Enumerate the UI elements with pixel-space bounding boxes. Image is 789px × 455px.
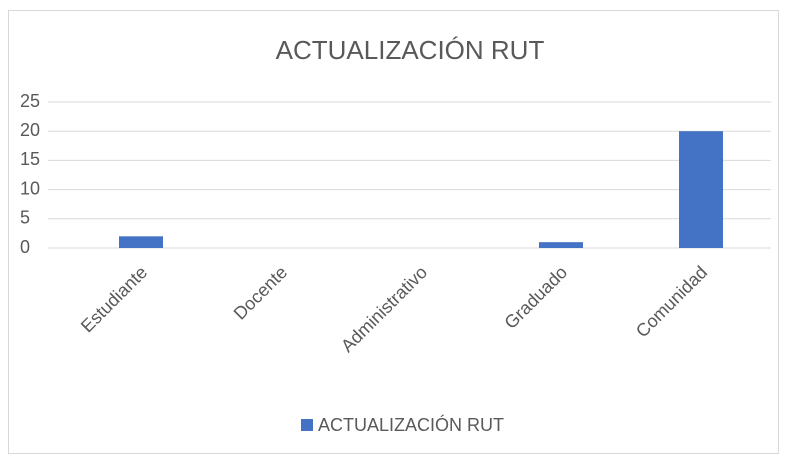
legend-label: ACTUALIZACIÓN RUT [318, 414, 504, 435]
y-tick-label: 0 [20, 237, 30, 257]
bar [119, 236, 163, 248]
y-tick-label: 10 [20, 178, 40, 198]
y-tick-label: 15 [20, 149, 40, 169]
chart-border [8, 10, 779, 454]
legend-swatch [301, 419, 313, 431]
y-tick-label: 20 [20, 120, 40, 140]
bar [539, 242, 583, 248]
y-tick-label: 25 [20, 91, 40, 111]
bar [679, 131, 723, 248]
chart-title: ACTUALIZACIÓN RUT [276, 35, 545, 65]
y-tick-label: 5 [20, 208, 30, 228]
